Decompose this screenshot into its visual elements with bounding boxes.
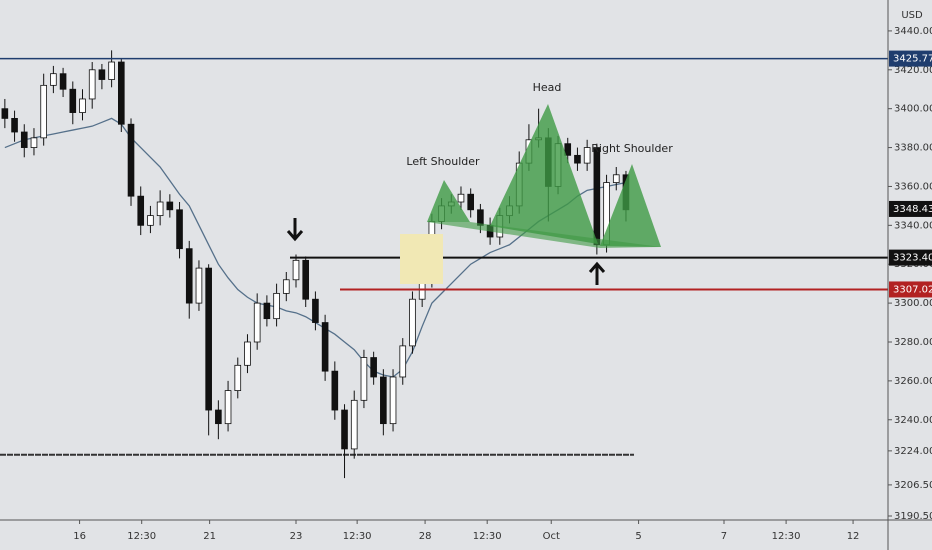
y-tick-label: 3360.00 (894, 181, 932, 192)
y-tick-label: 3260.00 (894, 376, 932, 387)
x-tick-label: 16 (73, 531, 86, 542)
candle-body (98, 69, 106, 80)
candle-body (312, 298, 319, 323)
candle-body (59, 73, 67, 90)
candle-body (467, 193, 474, 211)
price-tag-label: 3425.77 (893, 54, 932, 65)
y-tick-label: 3280.00 (894, 337, 932, 348)
candle-body (40, 84, 47, 139)
y-tick-label: 3380.00 (894, 143, 932, 154)
x-tick-label: 12:30 (772, 531, 801, 542)
x-tick-label: 28 (419, 531, 432, 542)
candle-body (108, 61, 115, 80)
down-arrow (286, 218, 304, 242)
candle-body (380, 376, 387, 425)
candle-body (195, 267, 203, 304)
price-tag (889, 50, 932, 67)
candle-body (389, 376, 397, 425)
candle-body (166, 201, 174, 211)
candle-body (574, 154, 581, 164)
price-tags: 3440.00 3420.00 3400.00 3380.00 3360.00 3340.… (73, 26, 932, 542)
annotation: Head (533, 81, 562, 94)
candle-body (593, 147, 601, 246)
candle-body (321, 322, 329, 372)
candle-body (50, 73, 57, 86)
y-tick-label: 3300.00 (894, 298, 932, 309)
candle-body (341, 409, 348, 450)
candle-body (350, 399, 358, 450)
price-tag (889, 200, 932, 217)
x-tick-label: 12 (847, 531, 860, 542)
price-tag (889, 281, 932, 298)
x-tick-label: 21 (203, 531, 216, 542)
candle-body (20, 131, 28, 148)
x-tick-label: 12:30 (127, 531, 156, 542)
price-tag-label: 3323.40 (893, 253, 932, 264)
candle-body (370, 357, 377, 378)
price-tag (889, 249, 932, 266)
highlight-zone (400, 234, 443, 284)
candle-body (147, 215, 154, 226)
candle-body (263, 302, 271, 320)
x-tick-label: 12:30 (343, 531, 372, 542)
candle-body (234, 364, 242, 391)
x-tick-label: 23 (290, 531, 303, 542)
currency-label: USD (901, 10, 923, 21)
price-tag-label: 3348.43 (893, 204, 932, 215)
candle-body (224, 390, 232, 425)
candle-body (399, 345, 407, 378)
y-tick-label: 3340.00 (894, 220, 932, 231)
candle-body (457, 193, 465, 203)
candle-body (69, 88, 77, 113)
candle-body (331, 370, 339, 411)
y-tick-label: 3190.50 (894, 511, 932, 522)
candle-body (244, 341, 251, 366)
left-shoulder-shape (427, 180, 470, 222)
candle-body (360, 357, 368, 401)
x-tick-label: 12:30 (473, 531, 502, 542)
y-tick-label: 3224.00 (894, 446, 932, 457)
candle-body (564, 143, 572, 156)
x-tick-label: Oct (543, 531, 560, 542)
annotation: Right Shoulder (591, 142, 673, 155)
neckline-shape (427, 222, 661, 248)
candle-body (176, 209, 183, 250)
candle-body (292, 259, 300, 281)
candle-body (253, 302, 261, 343)
up-arrow (588, 261, 606, 285)
y-tick-label: 3240.00 (894, 415, 932, 426)
right-shoulder-shape (600, 164, 661, 247)
y-tick-label: 3206.50 (894, 480, 932, 491)
y-tick-label: 3440.00 (894, 26, 932, 37)
candle-body (409, 298, 416, 347)
candle-body (185, 248, 193, 304)
candle-body (215, 409, 222, 425)
candle-body (273, 292, 280, 320)
candle-body (612, 174, 620, 183)
candle-body (137, 195, 145, 226)
annotation: Left Shoulder (406, 155, 480, 168)
candle-body (583, 147, 591, 164)
candle-body (282, 279, 290, 294)
candle-body (1, 108, 9, 119)
candle-body (302, 259, 310, 300)
y-tick-label: 3400.00 (894, 104, 932, 115)
candle-body (156, 201, 164, 217)
candle-body (11, 118, 18, 133)
head-shape (490, 104, 598, 244)
candle-body (88, 69, 96, 100)
candle-body (127, 123, 135, 197)
candle-body (118, 61, 125, 125)
candle-body (79, 98, 86, 113)
price-tag-label: 3307.02 (893, 284, 932, 295)
candle-body (477, 209, 484, 226)
y-tick-label: 3420.00 (894, 65, 932, 76)
candle-body (30, 137, 38, 148)
candle-body (205, 267, 212, 411)
x-tick-label: 7 (721, 531, 727, 542)
x-tick-label: 5 (635, 531, 641, 542)
